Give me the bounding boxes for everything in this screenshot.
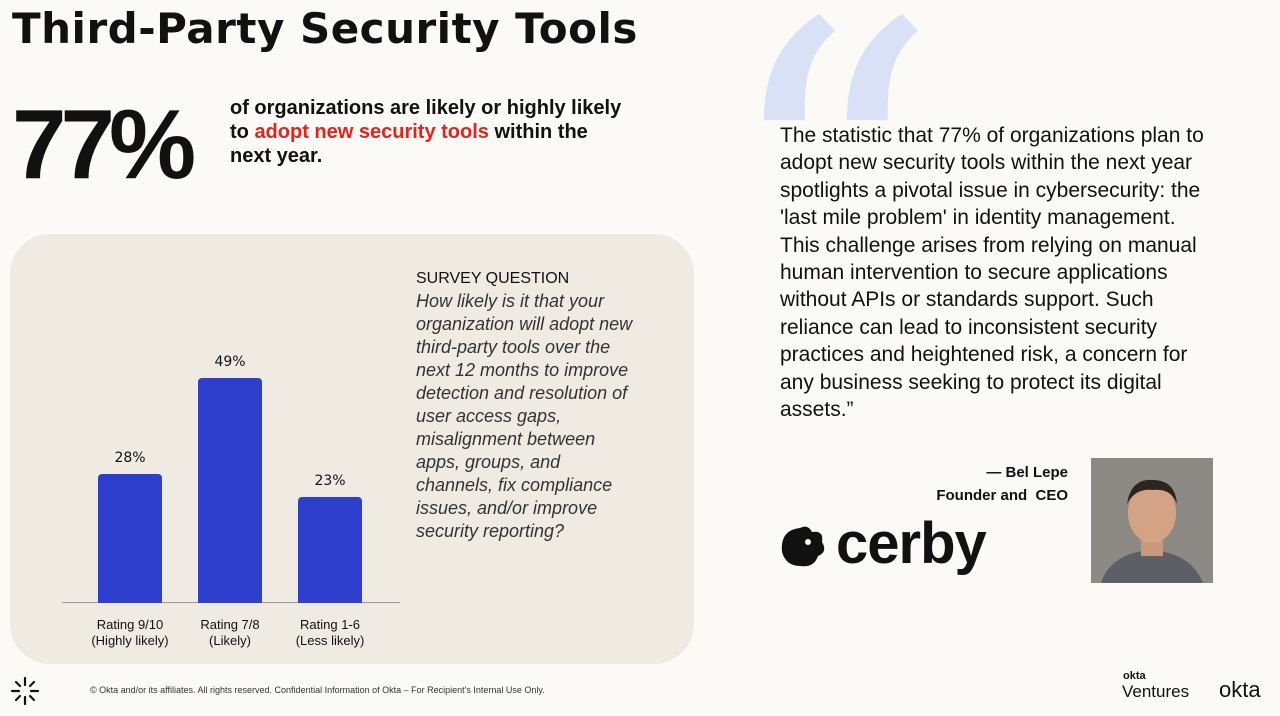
headline-part: within the next year. (230, 121, 588, 167)
quote-author: — Bel Lepe (986, 464, 1068, 481)
footer-brand-sub: Ventures (1122, 682, 1190, 701)
company-logo: cerby (836, 511, 987, 576)
author-photo (1091, 458, 1213, 583)
footer-copyright: © Okta and/or its affiliates. All rights… (90, 685, 545, 695)
bar (98, 474, 162, 603)
survey-label: SURVEY QUESTION (416, 270, 570, 287)
quote-text: The statistic that 77% of organizations … (780, 124, 1204, 422)
bar (198, 378, 262, 603)
footer-icon (10, 676, 40, 706)
value-label: 23% (314, 473, 346, 490)
quote-mark: “ (720, 0, 940, 435)
footer-brand: okta (1219, 677, 1261, 702)
headline-text: of organizations are likely or highly li… (230, 96, 630, 168)
bar (298, 497, 362, 603)
category-label: Rating 1-6 (Less likely) (295, 617, 365, 648)
headline-part: of organizations are likely or highly li… (230, 97, 622, 143)
survey-question: How likely is it that your organization … (416, 291, 633, 541)
company-icon (781, 526, 825, 567)
category-label: Rating 7/8 (Likely) (200, 617, 260, 648)
footer-brand-small: okta (1123, 670, 1146, 682)
category-label: Rating 9/10 (Highly likely) (91, 617, 169, 648)
quote-role: Founder and CEO (936, 487, 1068, 504)
value-label: 49% (214, 354, 246, 371)
value-label: 28% (114, 450, 146, 467)
headline-highlight: adopt new security tools (254, 121, 489, 143)
headline-figure: 77% (12, 89, 196, 199)
title: Third-Party Security Tools (12, 4, 638, 53)
